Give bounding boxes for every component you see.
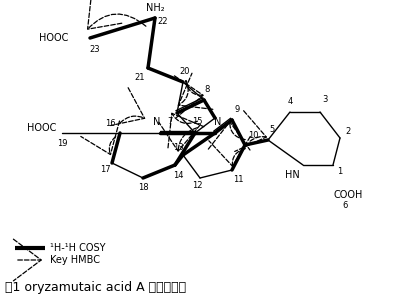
- Text: 2: 2: [345, 127, 351, 137]
- FancyArrowPatch shape: [209, 137, 250, 166]
- FancyArrowPatch shape: [159, 122, 200, 151]
- Text: HOOC: HOOC: [39, 33, 68, 43]
- FancyArrowPatch shape: [208, 122, 250, 150]
- Text: 14: 14: [173, 171, 183, 179]
- FancyArrowPatch shape: [81, 121, 120, 155]
- Text: 図1 oryzamutaic acid A の化学構造: 図1 oryzamutaic acid A の化学構造: [5, 281, 186, 294]
- Text: 21: 21: [135, 73, 145, 82]
- Text: 20: 20: [180, 68, 190, 76]
- FancyArrowPatch shape: [174, 76, 203, 117]
- FancyArrowPatch shape: [235, 111, 266, 151]
- FancyArrowPatch shape: [14, 239, 41, 281]
- Text: 10: 10: [248, 130, 258, 140]
- Text: N: N: [214, 117, 222, 127]
- Text: 17: 17: [100, 165, 110, 175]
- Text: Key HMBC: Key HMBC: [50, 255, 100, 265]
- Text: 1: 1: [337, 168, 343, 176]
- Text: COOH: COOH: [333, 190, 363, 200]
- Text: 7: 7: [167, 117, 173, 127]
- Text: ¹H-¹H COSY: ¹H-¹H COSY: [50, 243, 106, 253]
- Text: 9: 9: [234, 105, 240, 114]
- Text: 22: 22: [158, 18, 168, 27]
- Text: 3: 3: [322, 95, 328, 104]
- Text: 23: 23: [90, 46, 100, 54]
- Text: 11: 11: [233, 175, 243, 185]
- FancyArrowPatch shape: [168, 113, 204, 148]
- Text: 6: 6: [342, 201, 348, 210]
- FancyArrowPatch shape: [178, 73, 213, 109]
- Text: 4: 4: [287, 98, 293, 107]
- FancyArrowPatch shape: [111, 88, 144, 126]
- Text: 15: 15: [192, 117, 202, 127]
- Text: NH₂: NH₂: [146, 3, 164, 13]
- Text: 19: 19: [57, 139, 67, 147]
- FancyArrowPatch shape: [88, 0, 146, 29]
- Text: 18: 18: [138, 184, 148, 192]
- Text: 5: 5: [269, 126, 275, 134]
- Text: HOOC: HOOC: [27, 123, 56, 133]
- Text: HN: HN: [285, 170, 300, 180]
- Text: 13: 13: [173, 143, 183, 153]
- Text: 12: 12: [192, 182, 202, 191]
- Text: 8: 8: [204, 85, 210, 95]
- Text: N: N: [153, 117, 161, 127]
- Text: 16: 16: [105, 118, 116, 127]
